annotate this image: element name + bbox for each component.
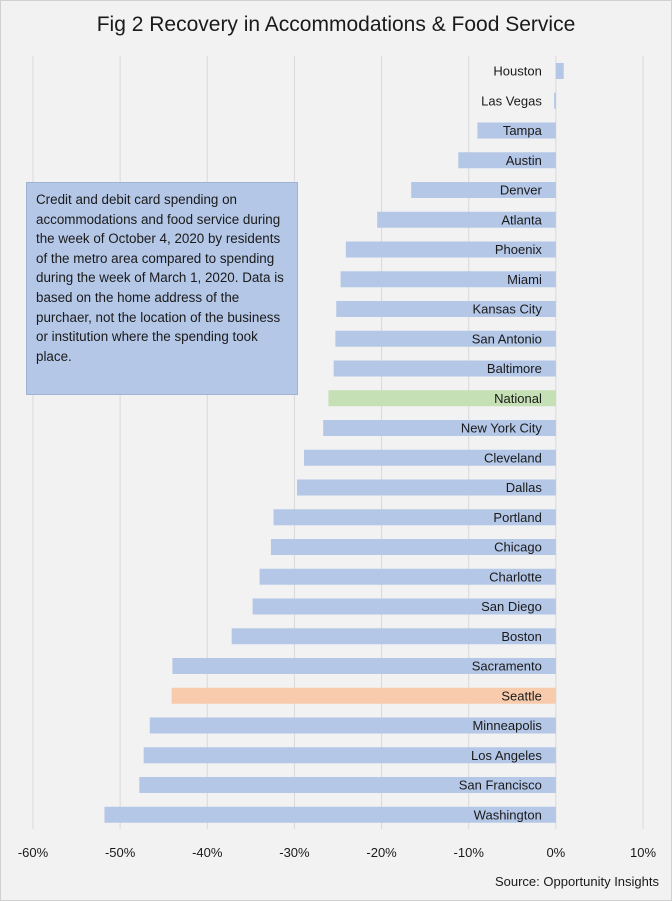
category-label: Sacramento <box>472 659 542 674</box>
category-label: Austin <box>506 153 542 168</box>
bar-denver <box>411 182 556 198</box>
x-tick-label: -40% <box>192 845 223 860</box>
category-label: Houston <box>493 64 541 79</box>
category-label: Dallas <box>506 480 543 495</box>
x-tick-label: -20% <box>366 845 397 860</box>
bar-seattle <box>171 687 556 704</box>
category-label: Seattle <box>501 688 541 703</box>
bar-washington <box>104 806 556 823</box>
bar-new-york-city <box>323 420 556 436</box>
bar-sacramento <box>172 658 556 674</box>
bar-dallas <box>297 479 556 496</box>
bar-las-vegas <box>554 92 556 109</box>
category-label: San Antonio <box>472 331 542 346</box>
category-label: Boston <box>501 629 541 644</box>
category-label: National <box>494 391 542 406</box>
bar-portland <box>273 509 556 526</box>
category-label: New York City <box>461 421 542 436</box>
x-tick-label: -60% <box>18 845 49 860</box>
category-label: Phoenix <box>495 242 542 257</box>
x-tick-label: -30% <box>279 845 310 860</box>
bar-minneapolis <box>149 717 556 734</box>
bar-san-diego <box>252 598 556 615</box>
x-tick-label: 10% <box>630 845 656 860</box>
category-label: Baltimore <box>487 361 542 376</box>
x-tick-label: 0% <box>546 845 565 860</box>
category-label: Cleveland <box>484 450 542 465</box>
category-label: Portland <box>493 510 541 525</box>
chart-source: Source: Opportunity Insights <box>494 874 659 889</box>
bar-phoenix <box>345 241 556 258</box>
category-label: Tampa <box>503 123 543 138</box>
category-label: Denver <box>500 183 543 198</box>
chart-note: Credit and debit card spending on accomm… <box>26 182 298 395</box>
category-label: Las Vegas <box>481 93 542 108</box>
bar-miami <box>340 271 556 288</box>
bar-tampa <box>477 122 556 139</box>
bar-atlanta <box>377 211 556 228</box>
category-label: Los Angeles <box>471 748 542 763</box>
bar-kansas-city <box>336 301 556 317</box>
x-tick-label: -50% <box>105 845 136 860</box>
category-label: Miami <box>507 272 542 287</box>
bar-san-antonio <box>335 330 556 347</box>
category-label: San Diego <box>481 599 542 614</box>
category-label: San Francisco <box>459 778 542 793</box>
bar-los-angeles <box>143 747 556 764</box>
bar-san-francisco <box>139 777 556 793</box>
category-label: Kansas City <box>472 302 542 317</box>
x-tick-label: -10% <box>454 845 485 860</box>
category-label: Atlanta <box>501 212 542 227</box>
bar-chicago <box>270 539 556 555</box>
bar-houston <box>555 63 564 79</box>
chart-title: Fig 2 Recovery in Accommodations & Food … <box>96 13 576 36</box>
bar-baltimore <box>333 360 556 377</box>
bar-national <box>328 390 556 407</box>
category-label: Charlotte <box>489 569 542 584</box>
bar-charlotte <box>259 568 556 585</box>
bar-austin <box>458 152 556 169</box>
category-label: Chicago <box>494 540 542 555</box>
bar-boston <box>231 628 556 645</box>
bar-cleveland <box>304 449 556 466</box>
category-label: Washington <box>474 807 542 822</box>
category-label: Minneapolis <box>472 718 542 733</box>
